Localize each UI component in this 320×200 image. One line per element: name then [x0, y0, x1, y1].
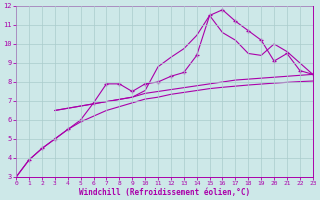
X-axis label: Windchill (Refroidissement éolien,°C): Windchill (Refroidissement éolien,°C)	[79, 188, 250, 197]
